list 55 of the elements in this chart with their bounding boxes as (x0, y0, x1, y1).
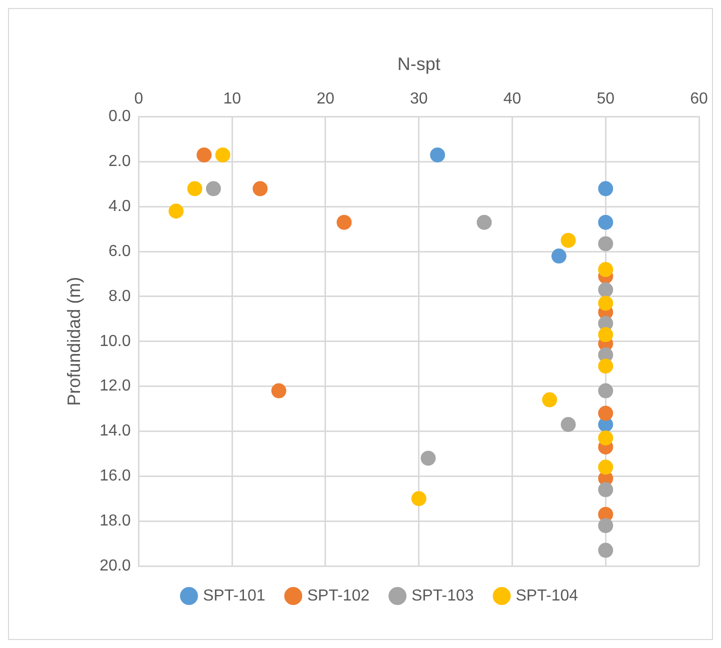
legend-label: SPT-103 (412, 587, 474, 604)
point (598, 181, 614, 196)
point (271, 383, 286, 398)
y-tick-label: 6.0 (108, 242, 131, 260)
y-tick-label: 14.0 (100, 422, 131, 440)
point (598, 518, 614, 534)
y-tick-label: 0.0 (108, 108, 131, 126)
point (411, 491, 426, 506)
point (598, 214, 614, 230)
point (598, 236, 614, 252)
point (196, 147, 212, 162)
point (542, 392, 558, 408)
point (168, 204, 184, 219)
point (252, 181, 268, 196)
x-tick-label: 30 (410, 90, 428, 108)
x-tick-label: 20 (316, 90, 334, 108)
point (476, 214, 492, 230)
x-tick-label: 10 (223, 90, 242, 108)
point (551, 248, 566, 264)
point (336, 214, 352, 230)
legend-label: SPT-104 (516, 587, 578, 604)
x-tick-label: 60 (690, 90, 708, 108)
point (598, 542, 614, 558)
legend-label: SPT-101 (202, 587, 266, 604)
point (598, 327, 614, 342)
x-tick-label: 0 (134, 90, 144, 108)
x-tick-label: 40 (503, 90, 522, 108)
point (598, 282, 614, 298)
y-tick-label: 8.0 (108, 288, 131, 305)
point (215, 147, 230, 162)
legend-label: SPT-102 (307, 587, 370, 604)
point (598, 358, 614, 374)
point (187, 181, 202, 196)
point (560, 417, 576, 432)
y-tick-label: 20.0 (100, 557, 131, 574)
y-tick-label: 18.0 (100, 512, 131, 530)
point (206, 181, 221, 196)
point (598, 482, 614, 498)
point (598, 460, 614, 475)
point (598, 430, 614, 446)
point (598, 383, 614, 398)
y-tick-label: 10.0 (100, 332, 131, 350)
y-axis-title: Profundidad (m) (64, 276, 84, 406)
point (598, 296, 614, 311)
y-tick-label: 2.0 (108, 153, 131, 170)
point (420, 450, 436, 466)
y-tick-label: 12.0 (100, 378, 131, 395)
y-tick-label: 4.0 (108, 198, 131, 216)
point (598, 406, 614, 421)
y-tick-label: 16.0 (100, 468, 131, 485)
point (560, 232, 576, 248)
point (598, 262, 614, 278)
x-tick-label: 50 (596, 90, 615, 108)
x-axis-title: N-spt (397, 54, 440, 74)
point (430, 147, 446, 162)
